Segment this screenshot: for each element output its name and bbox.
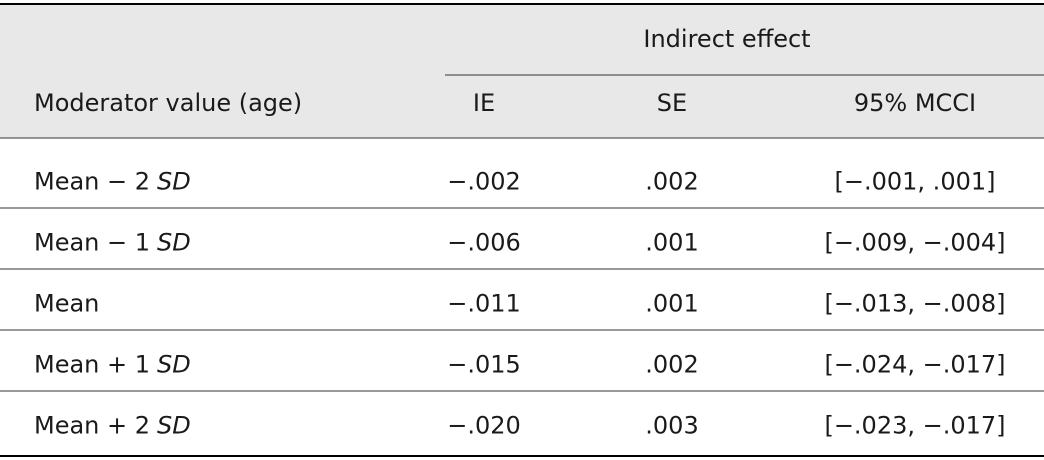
row-label: Mean [34,290,99,318]
cell: .002 [645,168,698,196]
cell: [−.009, −.004] [824,229,1005,257]
column-header: IE [473,89,495,117]
cell: [−.001, .001] [835,168,996,196]
cell: −.015 [447,351,521,379]
cell: −.006 [447,229,521,257]
cell: .001 [645,290,698,318]
label-italic: SD [157,412,191,440]
label-italic: SD [157,351,191,379]
label-text: Mean − 1 [34,229,150,257]
column-header: Moderator value (age) [34,89,302,117]
cell: −.020 [447,412,521,440]
cell: −.011 [447,290,521,318]
label-text: Mean + 1 [34,351,150,379]
column-header: SE [657,89,687,117]
label-text: Mean − 2 [34,168,150,196]
cell: .003 [645,412,698,440]
row-label: Mean − 2 SD [34,168,191,196]
label-text: Mean [34,290,99,318]
cell: .001 [645,229,698,257]
label-italic: SD [157,168,191,196]
label-italic: SD [157,229,191,257]
row-label: Mean + 2 SD [34,412,191,440]
cell: .002 [645,351,698,379]
cell: [−.023, −.017] [824,412,1005,440]
row-label: Mean + 1 SD [34,351,191,379]
header-background [0,4,1044,138]
cell: −.002 [447,168,521,196]
column-header: 95% MCCI [854,89,976,117]
group-header: Indirect effect [643,25,810,53]
label-text: Mean + 2 [34,412,150,440]
row-label: Mean − 1 SD [34,229,191,257]
cell: [−.024, −.017] [824,351,1005,379]
cell: [−.013, −.008] [824,290,1005,318]
